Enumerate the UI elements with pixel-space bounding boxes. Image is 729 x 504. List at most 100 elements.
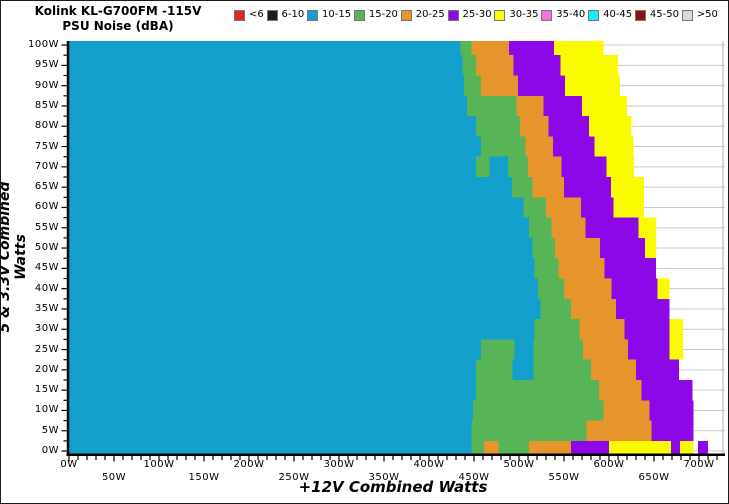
- heatmap-run: [69, 197, 524, 218]
- y-tick-label: 20W: [34, 363, 59, 375]
- legend-label: <6: [249, 9, 264, 20]
- legend-swatch: [634, 9, 646, 21]
- heatmap-run: [589, 116, 632, 137]
- heatmap-run: [533, 339, 583, 360]
- chart-title-line2: PSU Noise (dBA): [62, 19, 174, 33]
- heatmap-run: [475, 116, 520, 137]
- heatmap-run: [551, 217, 586, 238]
- heatmap-run: [560, 55, 618, 76]
- heatmap-run: [475, 359, 513, 381]
- y-tick-label: 10W: [34, 404, 59, 416]
- heatmap-run: [69, 400, 474, 421]
- heatmap-run: [519, 116, 549, 137]
- heatmap-run: [475, 55, 514, 76]
- heatmap-run: [553, 136, 595, 157]
- heatmap-run: [564, 177, 611, 198]
- heatmap-run: [571, 440, 609, 454]
- heatmap-run: [464, 75, 482, 96]
- heatmap-run: [511, 177, 533, 198]
- heatmap-run: [69, 319, 535, 340]
- x-tick-label: 700W: [683, 459, 715, 470]
- heatmap-run: [516, 95, 544, 117]
- chart-title-line1: Kolink KL-G700FM -115V: [34, 4, 202, 18]
- heatmap-run: [481, 339, 515, 360]
- heatmap-run: [591, 359, 636, 381]
- legend-label: 10-15: [322, 9, 352, 20]
- heatmap-run: [481, 75, 519, 96]
- y-tick-label: 50W: [34, 242, 59, 254]
- heatmap-run: [475, 380, 600, 401]
- heatmap-run: [558, 258, 605, 279]
- heatmap-run: [69, 278, 538, 299]
- legend-item: 40-45: [588, 9, 633, 21]
- y-tick-label: 30W: [34, 323, 59, 335]
- legend: <6 6-10 10-15 15-20 20-25 25-30 30-35 35-40 40-4…: [234, 8, 718, 22]
- legend-swatch: [588, 9, 600, 21]
- x-tick-label: 150W: [188, 471, 220, 483]
- heatmap-run: [69, 237, 533, 259]
- heatmap-run: [514, 339, 534, 360]
- heatmap-run: [611, 278, 658, 299]
- heatmap-run: [69, 420, 472, 441]
- heatmap-run: [69, 55, 463, 76]
- heatmap-run: [671, 440, 681, 454]
- x-tick-label: 100W: [143, 459, 175, 470]
- heatmap-run: [532, 237, 555, 259]
- legend-label: 15-20: [368, 9, 398, 20]
- heatmap-run: [534, 319, 580, 340]
- heatmap-run: [512, 359, 534, 381]
- heatmap-run: [564, 75, 620, 96]
- heatmap-run: [599, 380, 642, 401]
- y-tick-label: 60W: [34, 201, 59, 213]
- legend-label: 40-45: [603, 9, 633, 20]
- y-tick-label: 65W: [34, 181, 59, 193]
- legend-label: 20-25: [415, 9, 445, 20]
- x-tick-label: 0W: [60, 459, 78, 470]
- x-tick-label: 450W: [458, 471, 490, 483]
- heatmap-run: [645, 237, 656, 259]
- legend-item: 45-50: [634, 9, 679, 21]
- y-tick-label: 75W: [34, 140, 59, 152]
- legend-swatch: [234, 9, 245, 21]
- legend-swatch: [494, 9, 506, 21]
- x-tick-label: 650W: [638, 471, 670, 483]
- legend-item: 15-20: [353, 9, 398, 21]
- heatmap-run: [594, 136, 634, 157]
- heatmap-run: [69, 95, 467, 117]
- heatmap-run: [564, 278, 612, 299]
- legend-item: >50: [681, 9, 718, 21]
- legend-swatch: [307, 9, 319, 21]
- heatmap-plot-area: [69, 41, 725, 454]
- heatmap-run: [582, 95, 627, 117]
- legend-item: 6-10: [266, 9, 305, 21]
- x-tick-label: 200W: [233, 459, 265, 470]
- legend-swatch: [447, 9, 459, 21]
- heatmap-run: [528, 440, 572, 454]
- legend-item: 30-35: [494, 9, 538, 21]
- heatmap-run: [638, 217, 656, 238]
- x-tick-label: 350W: [368, 471, 400, 483]
- heatmap-run: [533, 359, 591, 381]
- heatmap-run: [606, 156, 635, 178]
- heatmap-run: [548, 116, 590, 137]
- heatmap-run: [528, 156, 562, 178]
- heatmap-run: [537, 278, 564, 299]
- y-tick-label: 90W: [34, 79, 59, 91]
- heatmap-run: [69, 156, 476, 178]
- y-tick-label: 5W: [41, 424, 59, 436]
- heatmap-run: [546, 197, 582, 218]
- legend-label: 6-10: [281, 9, 305, 20]
- heatmap-run: [581, 197, 614, 218]
- heatmap-run: [489, 156, 509, 178]
- heatmap-run: [555, 237, 600, 259]
- legend-item: <6: [234, 9, 264, 21]
- heatmap-run: [466, 95, 517, 117]
- heatmap-run: [624, 319, 670, 340]
- x-tick-label: 550W: [548, 471, 580, 483]
- legend-item: 20-25: [400, 9, 445, 21]
- x-axis-title: +12V Combined Watts: [298, 478, 488, 496]
- heatmap-run: [616, 298, 670, 320]
- legend-label: 25-30: [462, 9, 492, 20]
- legend-label: 45-50: [649, 9, 679, 20]
- heatmap-run: [69, 380, 476, 401]
